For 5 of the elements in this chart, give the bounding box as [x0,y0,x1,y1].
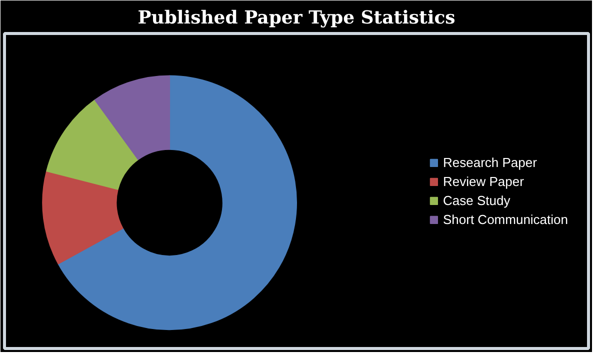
legend-label: Case Study [443,192,510,208]
legend-label: Review Paper [443,174,524,188]
chart-title: Published Paper Type Statistics [138,8,456,28]
legend-label: Short Communication [443,212,568,226]
legend-label: Research Paper [443,154,537,170]
